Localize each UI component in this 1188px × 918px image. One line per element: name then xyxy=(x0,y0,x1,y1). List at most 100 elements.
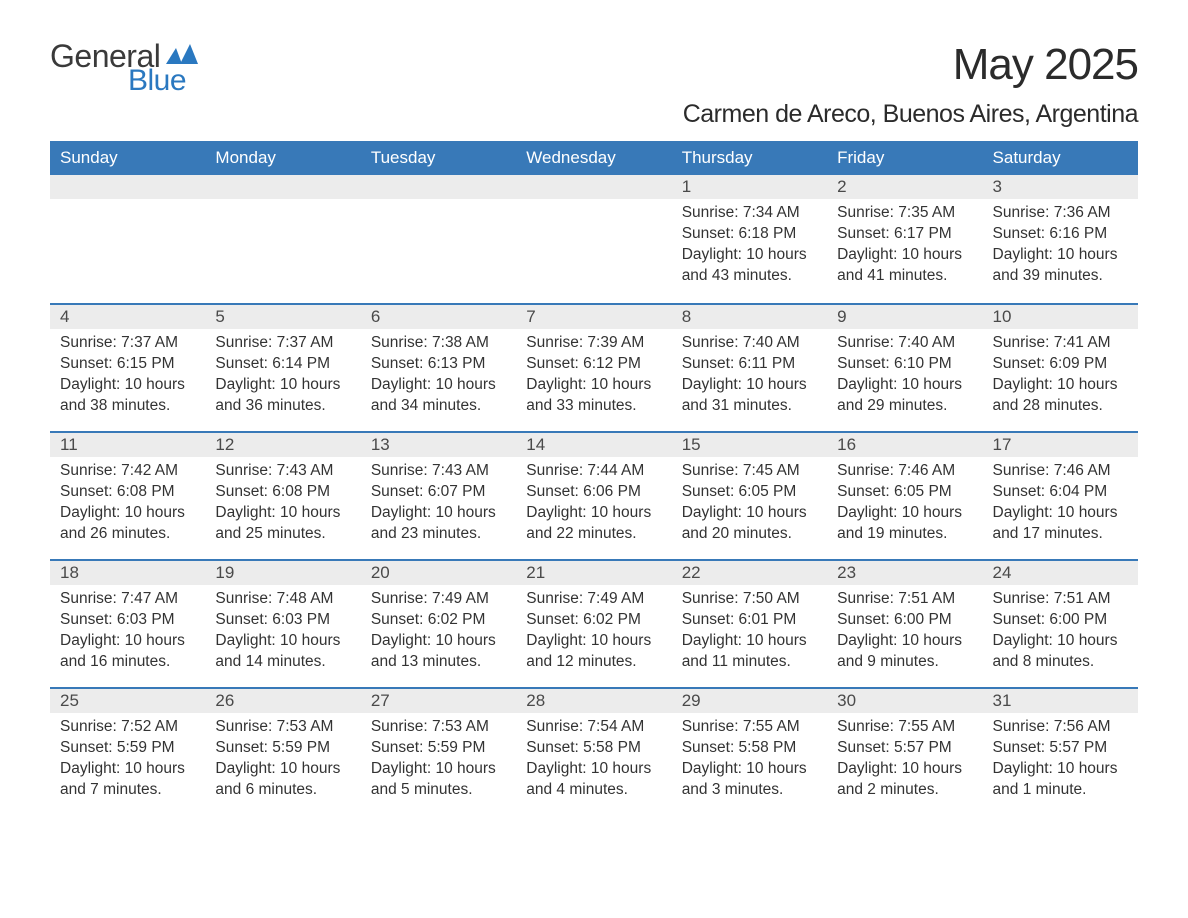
weekday-header: Friday xyxy=(827,141,982,175)
daylight-text: Daylight: 10 hours and 43 minutes. xyxy=(682,245,817,287)
day-number: 29 xyxy=(672,689,827,713)
daylight-text: Daylight: 10 hours and 11 minutes. xyxy=(682,631,817,673)
daylight-text: Daylight: 10 hours and 41 minutes. xyxy=(837,245,972,287)
daylight-text: Daylight: 10 hours and 29 minutes. xyxy=(837,375,972,417)
sunset-text: Sunset: 6:16 PM xyxy=(993,224,1128,245)
day-number: 14 xyxy=(516,433,671,457)
day-body: Sunrise: 7:46 AMSunset: 6:04 PMDaylight:… xyxy=(983,457,1138,557)
sunrise-text: Sunrise: 7:51 AM xyxy=(993,589,1128,610)
daylight-text: Daylight: 10 hours and 22 minutes. xyxy=(526,503,661,545)
sunrise-text: Sunrise: 7:35 AM xyxy=(837,203,972,224)
daylight-text: Daylight: 10 hours and 13 minutes. xyxy=(371,631,506,673)
sunrise-text: Sunrise: 7:43 AM xyxy=(215,461,350,482)
sunrise-text: Sunrise: 7:41 AM xyxy=(993,333,1128,354)
sunset-text: Sunset: 6:07 PM xyxy=(371,482,506,503)
sunrise-text: Sunrise: 7:55 AM xyxy=(837,717,972,738)
day-body: Sunrise: 7:49 AMSunset: 6:02 PMDaylight:… xyxy=(361,585,516,685)
day-cell: 22Sunrise: 7:50 AMSunset: 6:01 PMDayligh… xyxy=(672,561,827,687)
day-body: Sunrise: 7:34 AMSunset: 6:18 PMDaylight:… xyxy=(672,199,827,299)
day-body: Sunrise: 7:41 AMSunset: 6:09 PMDaylight:… xyxy=(983,329,1138,429)
day-cell: 17Sunrise: 7:46 AMSunset: 6:04 PMDayligh… xyxy=(983,433,1138,559)
sunset-text: Sunset: 6:03 PM xyxy=(215,610,350,631)
day-cell: 25Sunrise: 7:52 AMSunset: 5:59 PMDayligh… xyxy=(50,689,205,815)
sunset-text: Sunset: 6:02 PM xyxy=(371,610,506,631)
day-cell: 7Sunrise: 7:39 AMSunset: 6:12 PMDaylight… xyxy=(516,305,671,431)
day-body: Sunrise: 7:37 AMSunset: 6:14 PMDaylight:… xyxy=(205,329,360,429)
daylight-text: Daylight: 10 hours and 25 minutes. xyxy=(215,503,350,545)
sunset-text: Sunset: 6:00 PM xyxy=(837,610,972,631)
day-cell: 24Sunrise: 7:51 AMSunset: 6:00 PMDayligh… xyxy=(983,561,1138,687)
day-body xyxy=(50,199,205,215)
day-number: 1 xyxy=(672,175,827,199)
day-body xyxy=(205,199,360,215)
weekday-header: Monday xyxy=(205,141,360,175)
sunrise-text: Sunrise: 7:38 AM xyxy=(371,333,506,354)
weekday-header: Thursday xyxy=(672,141,827,175)
sunset-text: Sunset: 6:00 PM xyxy=(993,610,1128,631)
daylight-text: Daylight: 10 hours and 23 minutes. xyxy=(371,503,506,545)
day-cell: 30Sunrise: 7:55 AMSunset: 5:57 PMDayligh… xyxy=(827,689,982,815)
day-cell: 10Sunrise: 7:41 AMSunset: 6:09 PMDayligh… xyxy=(983,305,1138,431)
day-number: 23 xyxy=(827,561,982,585)
day-cell: 16Sunrise: 7:46 AMSunset: 6:05 PMDayligh… xyxy=(827,433,982,559)
day-cell xyxy=(361,175,516,303)
day-number xyxy=(205,175,360,199)
day-number: 11 xyxy=(50,433,205,457)
logo: General Blue xyxy=(50,40,200,96)
day-number: 30 xyxy=(827,689,982,713)
sunrise-text: Sunrise: 7:50 AM xyxy=(682,589,817,610)
sunrise-text: Sunrise: 7:53 AM xyxy=(215,717,350,738)
daylight-text: Daylight: 10 hours and 9 minutes. xyxy=(837,631,972,673)
day-body: Sunrise: 7:45 AMSunset: 6:05 PMDaylight:… xyxy=(672,457,827,557)
logo-text-blue: Blue xyxy=(128,66,186,96)
day-body: Sunrise: 7:52 AMSunset: 5:59 PMDaylight:… xyxy=(50,713,205,813)
sunrise-text: Sunrise: 7:48 AM xyxy=(215,589,350,610)
day-cell: 27Sunrise: 7:53 AMSunset: 5:59 PMDayligh… xyxy=(361,689,516,815)
sunset-text: Sunset: 6:18 PM xyxy=(682,224,817,245)
day-body: Sunrise: 7:39 AMSunset: 6:12 PMDaylight:… xyxy=(516,329,671,429)
day-body: Sunrise: 7:43 AMSunset: 6:07 PMDaylight:… xyxy=(361,457,516,557)
day-cell: 6Sunrise: 7:38 AMSunset: 6:13 PMDaylight… xyxy=(361,305,516,431)
day-cell: 31Sunrise: 7:56 AMSunset: 5:57 PMDayligh… xyxy=(983,689,1138,815)
daylight-text: Daylight: 10 hours and 26 minutes. xyxy=(60,503,195,545)
sunrise-text: Sunrise: 7:42 AM xyxy=(60,461,195,482)
day-cell: 28Sunrise: 7:54 AMSunset: 5:58 PMDayligh… xyxy=(516,689,671,815)
day-number: 15 xyxy=(672,433,827,457)
sunset-text: Sunset: 6:12 PM xyxy=(526,354,661,375)
day-number: 13 xyxy=(361,433,516,457)
day-number: 18 xyxy=(50,561,205,585)
week-row: 4Sunrise: 7:37 AMSunset: 6:15 PMDaylight… xyxy=(50,303,1138,431)
day-body: Sunrise: 7:48 AMSunset: 6:03 PMDaylight:… xyxy=(205,585,360,685)
daylight-text: Daylight: 10 hours and 20 minutes. xyxy=(682,503,817,545)
sunrise-text: Sunrise: 7:45 AM xyxy=(682,461,817,482)
sunrise-text: Sunrise: 7:37 AM xyxy=(60,333,195,354)
week-row: 25Sunrise: 7:52 AMSunset: 5:59 PMDayligh… xyxy=(50,687,1138,815)
sunset-text: Sunset: 5:57 PM xyxy=(837,738,972,759)
day-cell: 5Sunrise: 7:37 AMSunset: 6:14 PMDaylight… xyxy=(205,305,360,431)
day-cell: 3Sunrise: 7:36 AMSunset: 6:16 PMDaylight… xyxy=(983,175,1138,303)
day-body: Sunrise: 7:55 AMSunset: 5:58 PMDaylight:… xyxy=(672,713,827,813)
day-body: Sunrise: 7:55 AMSunset: 5:57 PMDaylight:… xyxy=(827,713,982,813)
weekday-header: Wednesday xyxy=(516,141,671,175)
day-number: 2 xyxy=(827,175,982,199)
sunset-text: Sunset: 5:59 PM xyxy=(215,738,350,759)
sunrise-text: Sunrise: 7:53 AM xyxy=(371,717,506,738)
sunset-text: Sunset: 6:13 PM xyxy=(371,354,506,375)
day-number: 7 xyxy=(516,305,671,329)
sunrise-text: Sunrise: 7:43 AM xyxy=(371,461,506,482)
sunrise-text: Sunrise: 7:39 AM xyxy=(526,333,661,354)
day-body: Sunrise: 7:36 AMSunset: 6:16 PMDaylight:… xyxy=(983,199,1138,299)
day-number: 24 xyxy=(983,561,1138,585)
sunset-text: Sunset: 6:08 PM xyxy=(60,482,195,503)
daylight-text: Daylight: 10 hours and 39 minutes. xyxy=(993,245,1128,287)
sunset-text: Sunset: 6:14 PM xyxy=(215,354,350,375)
day-cell: 29Sunrise: 7:55 AMSunset: 5:58 PMDayligh… xyxy=(672,689,827,815)
day-cell: 12Sunrise: 7:43 AMSunset: 6:08 PMDayligh… xyxy=(205,433,360,559)
sunrise-text: Sunrise: 7:55 AM xyxy=(682,717,817,738)
sunrise-text: Sunrise: 7:37 AM xyxy=(215,333,350,354)
sunset-text: Sunset: 6:01 PM xyxy=(682,610,817,631)
day-cell: 2Sunrise: 7:35 AMSunset: 6:17 PMDaylight… xyxy=(827,175,982,303)
day-body: Sunrise: 7:46 AMSunset: 6:05 PMDaylight:… xyxy=(827,457,982,557)
sunset-text: Sunset: 6:05 PM xyxy=(682,482,817,503)
sunrise-text: Sunrise: 7:46 AM xyxy=(993,461,1128,482)
